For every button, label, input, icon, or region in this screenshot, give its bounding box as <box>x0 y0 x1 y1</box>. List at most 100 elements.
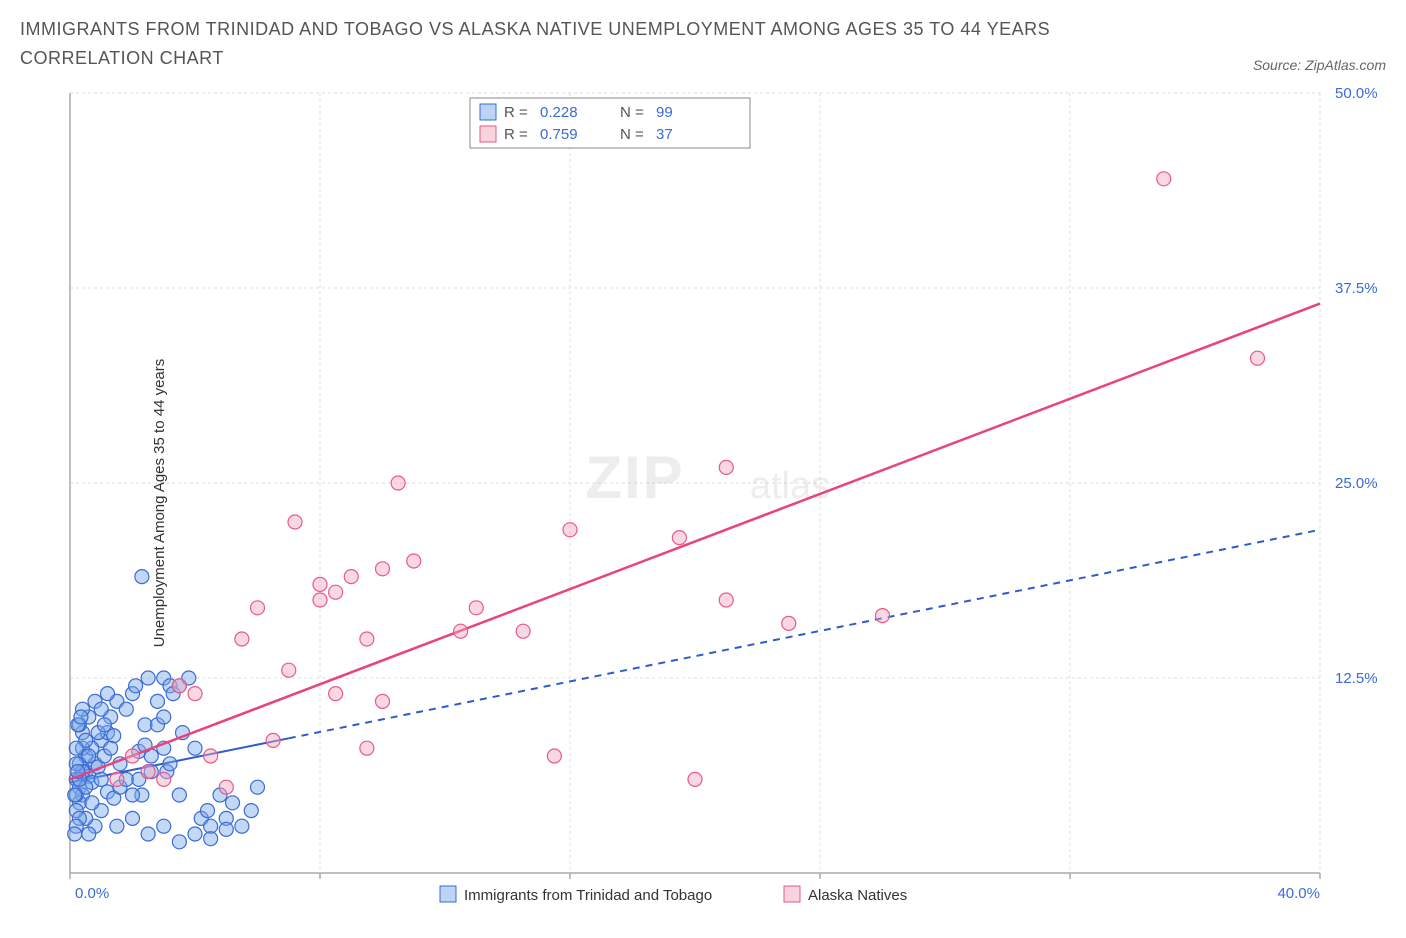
data-point <box>126 788 140 802</box>
data-point <box>110 819 124 833</box>
data-point <box>126 749 140 763</box>
data-point <box>172 788 186 802</box>
data-point <box>110 772 124 786</box>
data-point <box>126 811 140 825</box>
data-point <box>469 600 483 614</box>
legend-r-value: 0.759 <box>540 126 578 143</box>
data-point <box>119 702 133 716</box>
data-point <box>157 819 171 833</box>
data-point <box>391 476 405 490</box>
data-point <box>266 733 280 747</box>
legend-swatch <box>480 126 496 142</box>
data-point <box>188 741 202 755</box>
watermark: atlas <box>750 465 830 507</box>
correlation-scatter-chart: 12.5% 25.0% 37.5% 50.0% 0.0% 40.0% ZIP atlas R =… <box>20 83 1386 923</box>
data-point <box>313 577 327 591</box>
data-point <box>344 569 358 583</box>
data-point <box>69 741 83 755</box>
y-tick-label: 12.5% <box>1335 670 1378 687</box>
legend-swatch <box>440 886 456 902</box>
data-point <box>226 795 240 809</box>
data-point <box>1251 351 1265 365</box>
legend-n-label: N = <box>620 126 644 143</box>
data-point <box>82 749 96 763</box>
trend-line-extrapolated <box>289 529 1320 737</box>
data-point <box>101 686 115 700</box>
data-point <box>97 717 111 731</box>
legend-r-label: R = <box>504 104 528 121</box>
data-point <box>85 795 99 809</box>
data-point <box>719 460 733 474</box>
data-point <box>157 710 171 724</box>
data-point <box>151 694 165 708</box>
source-label: Source: ZipAtlas.com <box>1253 57 1386 73</box>
legend-series-name: Alaska Natives <box>808 887 907 904</box>
trend-line <box>70 303 1320 779</box>
data-point <box>1157 171 1171 185</box>
data-point <box>376 561 390 575</box>
data-point <box>94 772 108 786</box>
data-point <box>282 663 296 677</box>
legend-r-value: 0.228 <box>540 104 578 121</box>
data-point <box>129 678 143 692</box>
data-point <box>204 831 218 845</box>
data-point <box>172 834 186 848</box>
data-point <box>288 515 302 529</box>
data-point <box>360 632 374 646</box>
data-point <box>329 686 343 700</box>
data-point <box>516 624 530 638</box>
legend-n-value: 99 <box>656 104 673 121</box>
data-point <box>74 710 88 724</box>
data-point <box>407 554 421 568</box>
data-point <box>672 530 686 544</box>
data-point <box>360 741 374 755</box>
data-point <box>251 600 265 614</box>
data-point <box>235 819 249 833</box>
x-tick-label: 0.0% <box>75 885 109 902</box>
data-point <box>454 624 468 638</box>
data-point <box>235 632 249 646</box>
data-point <box>141 671 155 685</box>
data-point <box>313 593 327 607</box>
data-point <box>329 585 343 599</box>
data-point <box>876 608 890 622</box>
data-point <box>163 756 177 770</box>
data-point <box>688 772 702 786</box>
data-point <box>68 788 82 802</box>
data-point <box>201 803 215 817</box>
data-point <box>188 686 202 700</box>
data-point <box>138 717 152 731</box>
data-point <box>244 803 258 817</box>
legend-swatch <box>784 886 800 902</box>
watermark: ZIP <box>585 444 684 511</box>
x-tick-label: 40.0% <box>1277 885 1320 902</box>
data-point <box>219 780 233 794</box>
y-tick-label: 25.0% <box>1335 475 1378 492</box>
data-point <box>104 741 118 755</box>
data-point <box>719 593 733 607</box>
y-tick-label: 50.0% <box>1335 85 1378 102</box>
data-point <box>563 522 577 536</box>
chart-title: IMMIGRANTS FROM TRINIDAD AND TOBAGO VS A… <box>20 15 1120 73</box>
data-point <box>172 678 186 692</box>
data-point <box>782 616 796 630</box>
data-point <box>135 569 149 583</box>
data-point <box>219 822 233 836</box>
y-tick-label: 37.5% <box>1335 280 1378 297</box>
data-point <box>141 764 155 778</box>
legend-n-label: N = <box>620 104 644 121</box>
legend-n-value: 37 <box>656 126 673 143</box>
data-point <box>141 827 155 841</box>
data-point <box>68 827 82 841</box>
legend-swatch <box>480 104 496 120</box>
data-point <box>204 749 218 763</box>
data-point <box>251 780 265 794</box>
data-point <box>376 694 390 708</box>
data-point <box>547 749 561 763</box>
data-point <box>188 827 202 841</box>
legend-series-name: Immigrants from Trinidad and Tobago <box>464 887 712 904</box>
y-axis-label: Unemployment Among Ages 35 to 44 years <box>151 358 168 647</box>
data-point <box>94 702 108 716</box>
data-point <box>157 772 171 786</box>
legend-r-label: R = <box>504 126 528 143</box>
